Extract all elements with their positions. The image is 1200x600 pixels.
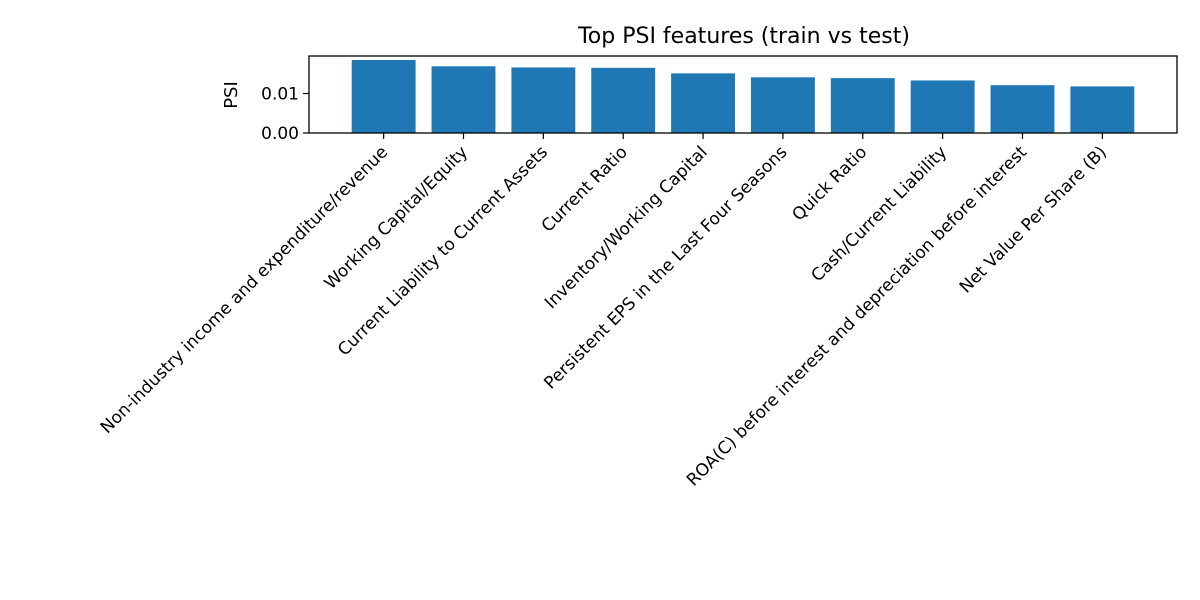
y-ticks-group: 0.00 0.01	[261, 85, 309, 144]
bar	[591, 67, 656, 133]
x-tick-label: Non-industry income and expenditure/reve…	[97, 142, 392, 437]
y-tick-label: 0.00	[261, 124, 299, 144]
bar	[351, 59, 416, 134]
x-tick-label: Quick Ratio	[788, 142, 871, 225]
bar	[431, 66, 496, 133]
x-tick-label: Cash/Current Liability	[807, 142, 951, 286]
bar	[830, 78, 895, 133]
x-ticks-group: Non-industry income and expenditure/reve…	[97, 133, 1111, 490]
bar	[910, 80, 975, 133]
x-tick-label: Working Capital/Equity	[321, 142, 472, 293]
y-tick-label: 0.01	[261, 85, 299, 105]
x-tick-label: Net Value Per Share (B)	[956, 142, 1111, 297]
bar	[750, 77, 815, 133]
x-tick-label: Inventory/Working Capital	[541, 142, 712, 313]
chart-title: Top PSI features (train vs test)	[577, 24, 910, 49]
y-axis-label: PSI	[221, 81, 242, 109]
bar	[511, 67, 576, 133]
plot-frame	[308, 55, 1178, 134]
bars-group	[351, 59, 1135, 134]
bar	[990, 85, 1055, 133]
bar	[1070, 86, 1135, 133]
bar	[671, 73, 736, 133]
